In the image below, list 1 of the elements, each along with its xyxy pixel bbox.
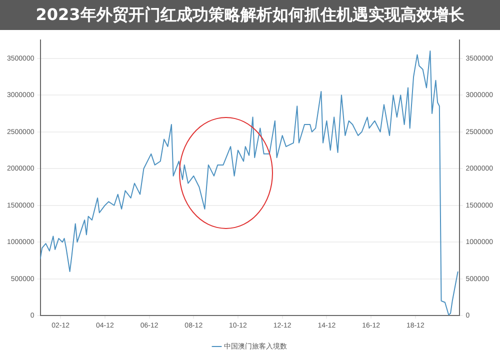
chart-title: 2023年外贸开门红成功策略解析如何抓住机遇实现高效增长 [0, 0, 500, 30]
